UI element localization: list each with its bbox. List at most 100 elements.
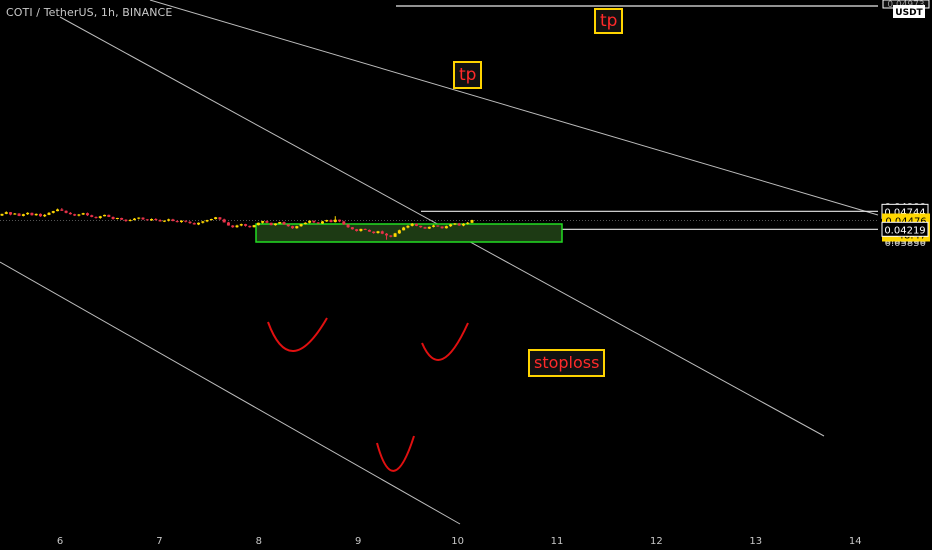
- time-tick-label: 12: [650, 536, 663, 547]
- candle-body: [457, 223, 461, 226]
- candle-body: [295, 226, 299, 229]
- candle-body: [167, 219, 171, 221]
- candle-body: [85, 213, 89, 216]
- candle-body: [372, 231, 376, 234]
- candle-body: [107, 214, 111, 217]
- trendline-upper[interactable]: [149, 0, 879, 216]
- candle-body: [103, 214, 107, 217]
- currency-badge[interactable]: [893, 5, 925, 18]
- currency-badge-label: USDT: [895, 8, 923, 18]
- candle-body: [209, 218, 213, 221]
- candle-body: [423, 227, 427, 229]
- candle-body: [299, 224, 303, 227]
- candle-body: [320, 221, 324, 224]
- candle-body: [333, 219, 337, 223]
- stoploss-price-badge: [881, 221, 929, 237]
- candle-body: [461, 223, 465, 226]
- candle-body: [312, 220, 316, 223]
- price-tick-label: 0.03850: [885, 238, 926, 249]
- candle-body: [192, 223, 196, 225]
- stoploss-price-badge-label: 0.04219: [884, 225, 925, 236]
- candle-body: [359, 228, 363, 231]
- candle-body: [410, 223, 414, 226]
- candle-body: [427, 226, 431, 229]
- candle-body: [60, 209, 64, 211]
- head-curve[interactable]: [376, 435, 415, 472]
- tp-label-mid[interactable]: tp: [453, 61, 483, 89]
- candle-body: [154, 218, 158, 221]
- candle-body: [449, 224, 453, 227]
- candle-body: [77, 214, 81, 216]
- candle-body: [13, 213, 17, 215]
- candle-body: [402, 227, 406, 231]
- candle-body: [316, 222, 320, 224]
- candle-body: [197, 222, 201, 225]
- candle-body: [43, 214, 47, 217]
- candle-body: [282, 222, 286, 225]
- candle-body: [150, 218, 154, 221]
- resistance-zone[interactable]: [255, 223, 563, 243]
- candle-body: [137, 217, 141, 219]
- candle-body: [184, 220, 188, 222]
- candle-body: [363, 228, 367, 230]
- candle-body: [346, 224, 350, 228]
- candle-body: [51, 211, 55, 213]
- candle-body: [325, 220, 329, 222]
- candle-body: [21, 214, 25, 216]
- candle-body: [34, 213, 38, 216]
- candle-body: [235, 225, 239, 228]
- stoploss-label[interactable]: stoploss: [528, 349, 606, 377]
- candle-body: [436, 225, 440, 227]
- candle-body: [286, 224, 290, 227]
- candle-body: [256, 222, 260, 226]
- candle-body: [145, 219, 149, 221]
- candle-body: [291, 226, 295, 229]
- candle-body: [68, 212, 72, 215]
- candle-body: [115, 217, 119, 219]
- candle-body: [26, 212, 30, 215]
- candle-body: [81, 213, 85, 215]
- candle-body: [239, 224, 243, 226]
- time-tick-label: 6: [57, 536, 63, 547]
- candle-body: [162, 220, 166, 222]
- candle-body: [466, 222, 470, 224]
- candle-body: [64, 210, 68, 213]
- candle-body: [470, 220, 474, 223]
- candle-body: [453, 223, 457, 225]
- candle-body: [222, 219, 226, 223]
- candle-body: [73, 214, 77, 216]
- tp-price-badge-label: 0.04744: [884, 207, 925, 218]
- right-shoulder-curve[interactable]: [421, 322, 469, 361]
- time-tick-label: 14: [849, 536, 862, 547]
- candle-body: [444, 226, 448, 229]
- candle-body: [218, 217, 222, 220]
- candle-body: [406, 225, 410, 228]
- candle-body: [0, 213, 4, 216]
- candle-body: [124, 219, 128, 222]
- candle-body: [414, 223, 418, 226]
- trendline-lower[interactable]: [0, 261, 461, 525]
- time-tick-label: 9: [355, 536, 361, 547]
- candle-body: [9, 212, 13, 215]
- time-tick-label: 8: [256, 536, 262, 547]
- candle-body: [17, 213, 21, 216]
- candle-body: [226, 222, 230, 226]
- candle-body: [205, 220, 209, 222]
- candle-body: [342, 221, 346, 225]
- candle-body: [231, 225, 235, 228]
- candle-body: [389, 235, 393, 237]
- candle-body: [30, 212, 34, 216]
- candle-body: [188, 221, 192, 224]
- price-tick-label: 0.03900: [885, 236, 926, 247]
- tp-label-top[interactable]: tp: [594, 8, 624, 34]
- candle-body: [171, 219, 175, 222]
- candle-body: [419, 225, 423, 228]
- candle-body: [380, 231, 384, 234]
- candle-body: [367, 229, 371, 232]
- candle-body: [128, 220, 132, 222]
- left-shoulder-curve[interactable]: [267, 317, 328, 352]
- candle-body: [350, 227, 354, 230]
- candle-body: [329, 220, 333, 223]
